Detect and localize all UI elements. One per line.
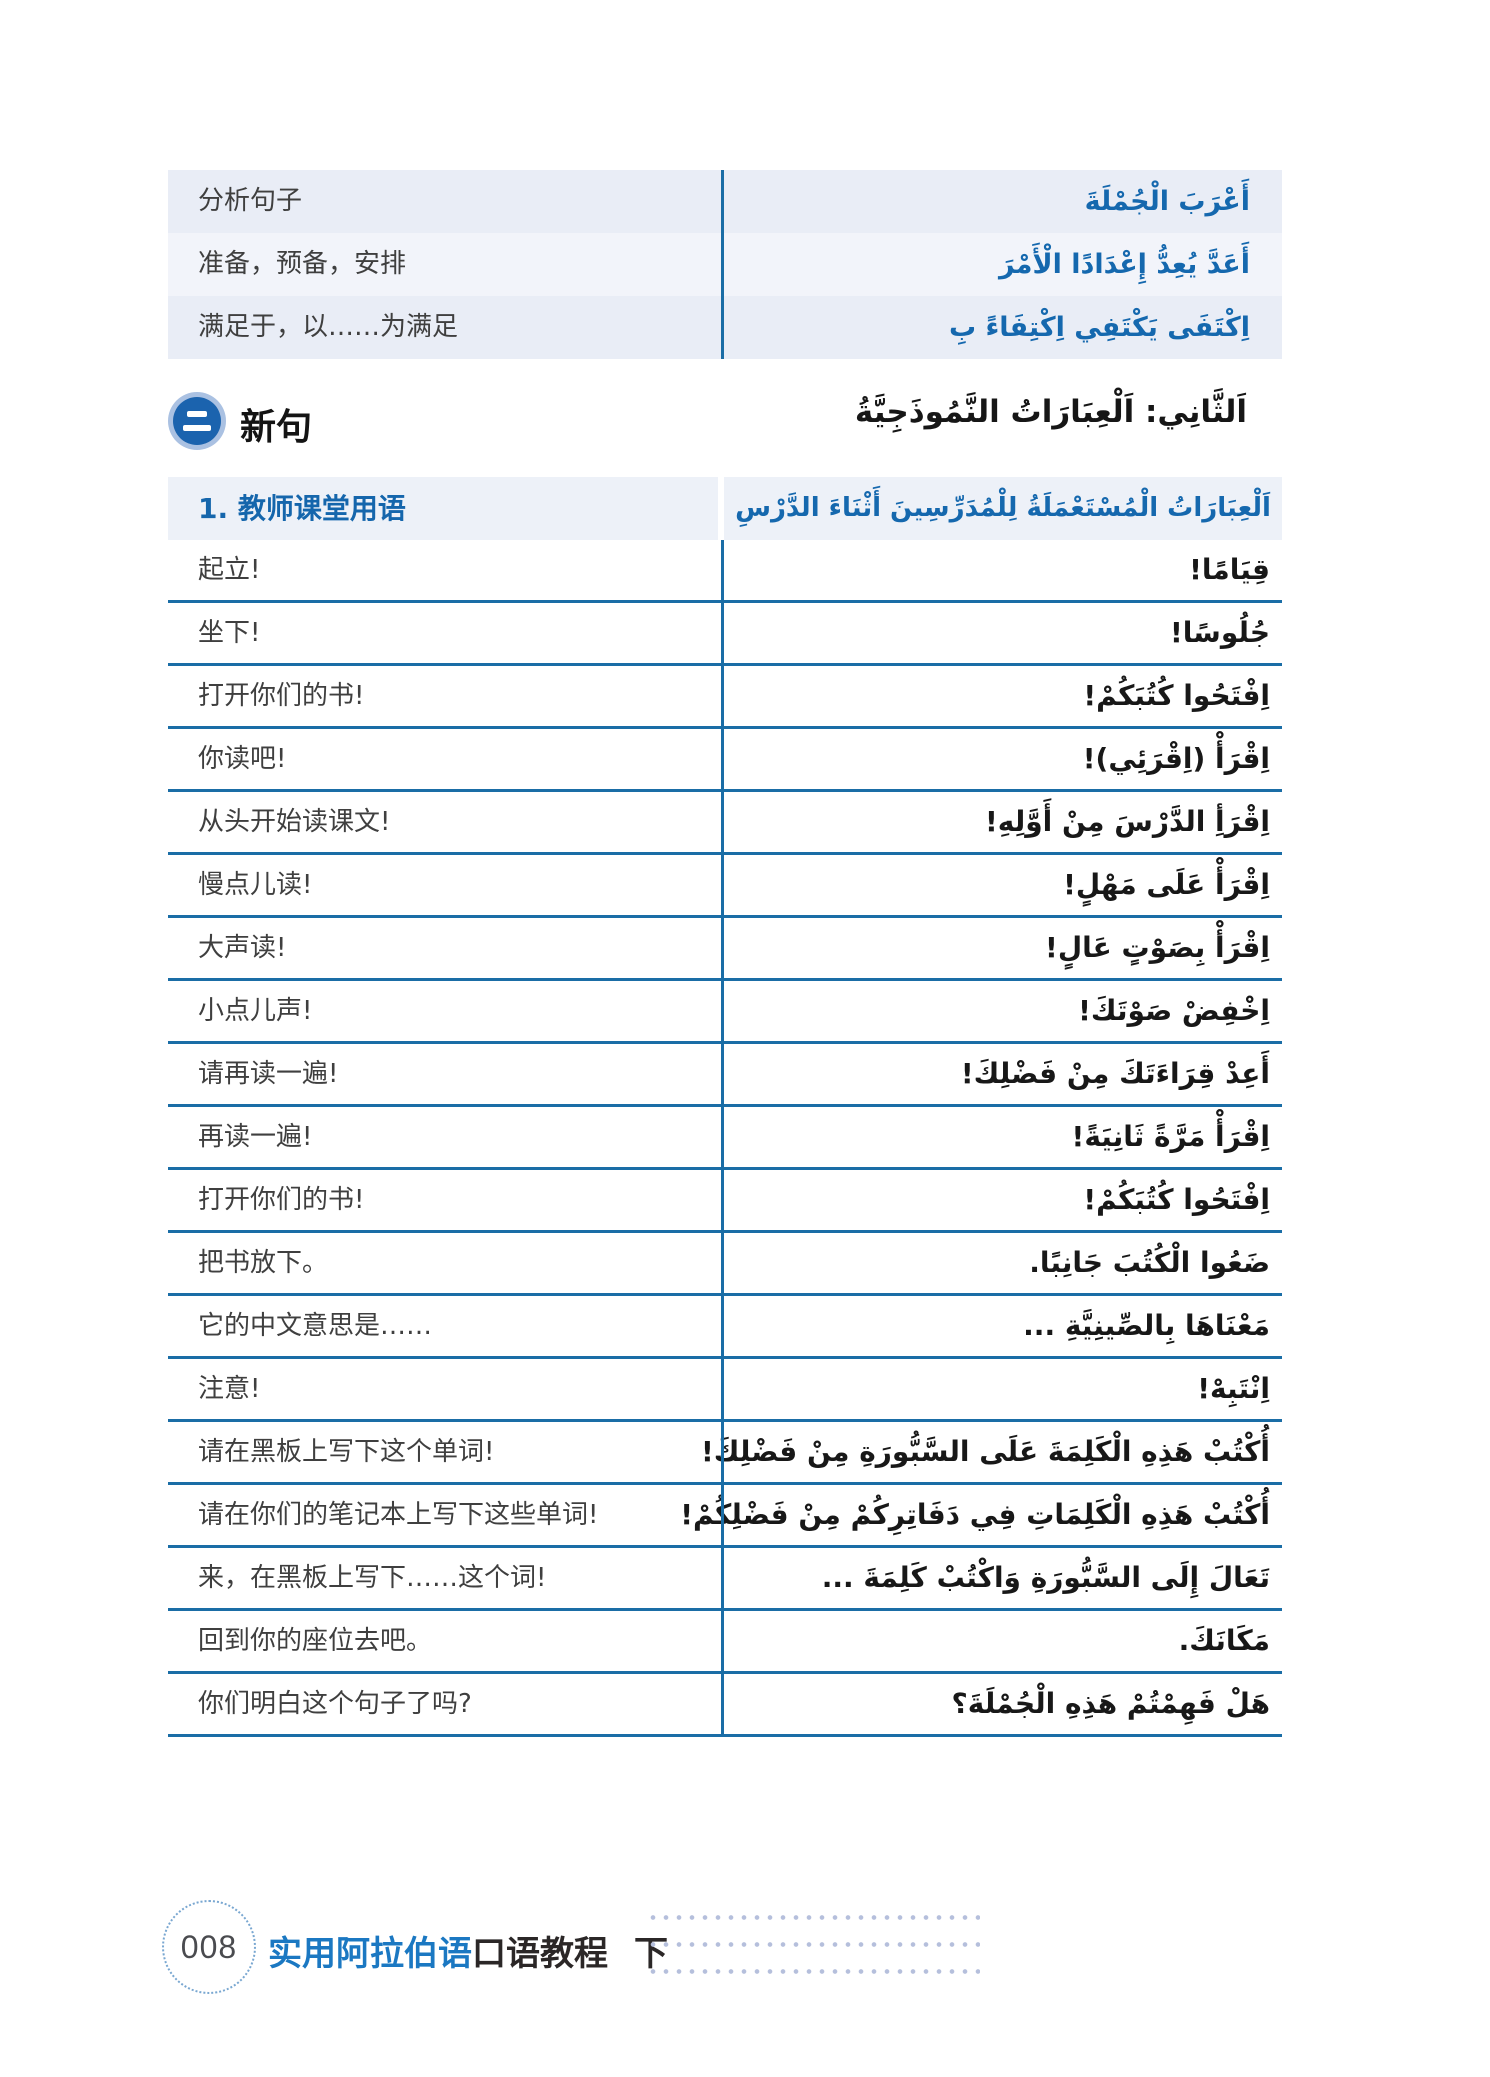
vocab-chinese: 准备，预备，安排	[198, 249, 407, 279]
page-number: 008	[180, 1928, 238, 1965]
section-title-arabic: اَلثَّانِي: اَلْعِبَارَاتُ النَّمُوذَجِي…	[854, 394, 1247, 430]
phrase-table-header: 1. 教师课堂用语 اَلْعِبَارَاتُ الْمُسْتَعْمَلَ…	[168, 477, 1282, 540]
phrase-chinese: 它的中文意思是……	[198, 1311, 433, 1341]
phrase-row: 请在黑板上写下这个单词! أُكْتُبْ هَذِهِ الْكَلِمَةَ…	[168, 1422, 1282, 1485]
phrase-chinese: 再读一遍!	[198, 1122, 313, 1152]
volume-label: 下	[634, 1934, 668, 1974]
vocab-row: 分析句子 أَعْرَبَ الْجُمْلَةَ	[168, 170, 1282, 233]
phrase-row: 再读一遍! اِقْرَأْ مَرَّةً ثَانِيَةً!	[168, 1107, 1282, 1170]
phrase-row: 来，在黑板上写下……这个词! تَعَالَ إِلَى السَّبُّورَ…	[168, 1548, 1282, 1611]
phrase-row: 慢点儿读! اِقْرَأْ عَلَى مَهْلٍ!	[168, 855, 1282, 918]
phrase-chinese: 你读吧!	[198, 744, 287, 774]
phrase-table: 1. 教师课堂用语 اَلْعِبَارَاتُ الْمُسْتَعْمَلَ…	[168, 477, 1282, 1737]
phrase-chinese: 请在黑板上写下这个单词!	[198, 1437, 495, 1467]
book-title: 实用阿拉伯语口语教程下	[268, 1926, 668, 1975]
phrase-chinese: 大声读!	[198, 933, 287, 963]
phrase-arabic: مَعْنَاهَا بِالصِّينِيَّةِ ...	[1023, 1309, 1270, 1342]
circled-two-icon	[168, 392, 226, 450]
phrase-chinese: 请在你们的笔记本上写下这些单词!	[198, 1500, 599, 1530]
phrase-row: 请再读一遍! أَعِدْ قِرَاءَتَكَ مِنْ فَضْلِكَ!	[168, 1044, 1282, 1107]
phrase-chinese: 打开你们的书!	[198, 681, 365, 711]
phrase-row: 你读吧! اِقْرَأْ (اِقْرَئِي)!	[168, 729, 1282, 792]
phrase-row: 从头开始读课文! اِقْرَأِ الدَّرْسَ مِنْ أَوَّلِ…	[168, 792, 1282, 855]
phrase-row: 小点儿声! اِخْفِضْ صَوْتَكَ!	[168, 981, 1282, 1044]
phrase-arabic: هَلْ فَهِمْتُمْ هَذِهِ الْجُمْلَةَ؟	[951, 1687, 1270, 1720]
circled-two-icon-fill	[173, 397, 221, 445]
phrase-arabic: جُلُوسًا!	[1170, 616, 1270, 649]
book-title-rest: 口语教程	[472, 1934, 608, 1974]
vocab-row: 满足于，以……为满足 اِكْتَفَى يَكْتَفِي اِكْتِفَا…	[168, 296, 1282, 359]
phrase-row: 打开你们的书! اِفْتَحُوا كُتُبَكُمْ!	[168, 1170, 1282, 1233]
phrase-arabic: اِقْرَأْ (اِقْرَئِي)!	[1082, 742, 1270, 775]
phrase-chinese: 小点儿声!	[198, 996, 313, 1026]
phrase-chinese: 注意!	[198, 1374, 261, 1404]
phrase-arabic: اِنْتَبِهْ!	[1197, 1372, 1270, 1405]
phrase-row: 坐下! جُلُوسًا!	[168, 603, 1282, 666]
phrase-chinese: 你们明白这个句子了吗?	[198, 1689, 472, 1719]
book-title-highlight: 实用阿拉伯语	[268, 1934, 472, 1974]
phrase-chinese: 回到你的座位去吧。	[198, 1626, 433, 1656]
phrase-arabic: مَكَانَكَ.	[1178, 1624, 1270, 1657]
section-title: 新句	[240, 407, 313, 448]
phrase-row: 你们明白这个句子了吗? هَلْ فَهِمْتُمْ هَذِهِ الْجُ…	[168, 1674, 1282, 1737]
phrase-arabic: اِخْفِضْ صَوْتَكَ!	[1078, 994, 1270, 1027]
phrase-chinese: 打开你们的书!	[198, 1185, 365, 1215]
vocab-chinese: 满足于，以……为满足	[198, 312, 459, 342]
phrase-row: 起立! قِيَامًا!	[168, 540, 1282, 603]
phrase-arabic: اِقْرَأْ مَرَّةً ثَانِيَةً!	[1071, 1120, 1270, 1153]
phrase-arabic: أَعِدْ قِرَاءَتَكَ مِنْ فَضْلِكَ!	[960, 1057, 1270, 1090]
column-divider	[721, 540, 724, 1737]
phrase-arabic: اِفْتَحُوا كُتُبَكُمْ!	[1083, 1183, 1270, 1216]
section-header: 新句 اَلثَّانِي: اَلْعِبَارَاتُ النَّمُوذَ…	[168, 390, 1282, 456]
vocab-row: 准备，预备，安排 أَعَدَّ يُعِدُّ إِعْدَادًا الْأ…	[168, 233, 1282, 296]
phrase-row: 注意! اِنْتَبِهْ!	[168, 1359, 1282, 1422]
phrase-rows: 起立! قِيَامًا! 坐下! جُلُوسًا! 打开你们的书! اِفْ…	[168, 540, 1282, 1737]
phrase-row: 请在你们的笔记本上写下这些单词! أُكْتُبْ هَذِهِ الْكَلِ…	[168, 1485, 1282, 1548]
phrase-chinese: 慢点儿读!	[198, 870, 313, 900]
phrase-row: 把书放下。 ضَعُوا الْكُتُبَ جَانِبًا.	[168, 1233, 1282, 1296]
dots-row	[650, 1942, 980, 1947]
phrase-chinese: 从头开始读课文!	[198, 807, 391, 837]
phrase-arabic: اِقْرَأِ الدَّرْسَ مِنْ أَوَّلِهِ!	[984, 805, 1270, 838]
circled-two-icon-bar	[183, 425, 211, 431]
phrase-arabic: تَعَالَ إِلَى السَّبُّورَةِ وَاكْتُبْ كَ…	[821, 1561, 1270, 1594]
phrase-row: 打开你们的书! اِفْتَحُوا كُتُبَكُمْ!	[168, 666, 1282, 729]
vocab-arabic: اِكْتَفَى يَكْتَفِي اِكْتِفَاءً بِ	[948, 312, 1250, 343]
phrase-row: 回到你的座位去吧。 مَكَانَكَ.	[168, 1611, 1282, 1674]
phrase-chinese: 起立!	[198, 555, 261, 585]
phrase-chinese: 把书放下。	[198, 1248, 329, 1278]
vocab-arabic: أَعَدَّ يُعِدُّ إِعْدَادًا الْأَمْرَ	[998, 249, 1250, 280]
phrase-row: 大声读! اِقْرَأْ بِصَوْتٍ عَالٍ!	[168, 918, 1282, 981]
dots-row	[650, 1915, 980, 1920]
vocab-chinese: 分析句子	[198, 186, 303, 216]
vocab-arabic: أَعْرَبَ الْجُمْلَةَ	[1084, 186, 1250, 217]
phrase-chinese: 坐下!	[198, 618, 261, 648]
phrase-arabic: أُكْتُبْ هَذِهِ الْكَلِمَاتِ فِي دَفَاتِ…	[680, 1498, 1270, 1531]
phrase-arabic: اِقْرَأْ بِصَوْتٍ عَالٍ!	[1045, 931, 1270, 964]
vocab-table: 分析句子 أَعْرَبَ الْجُمْلَةَ 准备，预备，安排 أَعَد…	[168, 170, 1282, 359]
header-gap	[718, 477, 724, 540]
phrase-chinese: 请再读一遍!	[198, 1059, 339, 1089]
phrase-arabic: اِفْتَحُوا كُتُبَكُمْ!	[1083, 679, 1270, 712]
column-divider	[721, 170, 724, 359]
dots-decoration	[650, 1915, 980, 1996]
phrase-arabic: أُكْتُبْ هَذِهِ الْكَلِمَةَ عَلَى السَّب…	[701, 1435, 1270, 1468]
circled-two-icon-bar	[187, 411, 207, 417]
page-number-badge: 008	[162, 1900, 256, 1994]
header-cell-arabic: اَلْعِبَارَاتُ الْمُسْتَعْمَلَةُ لِلْمُد…	[724, 477, 1282, 540]
phrase-arabic: اِقْرَأْ عَلَى مَهْلٍ!	[1063, 868, 1270, 901]
dots-row	[650, 1969, 980, 1974]
header-cell-chinese: 1. 教师课堂用语	[168, 477, 718, 540]
phrase-arabic: قِيَامًا!	[1189, 553, 1270, 586]
phrase-row: 它的中文意思是…… مَعْنَاهَا بِالصِّينِيَّةِ ...	[168, 1296, 1282, 1359]
phrase-arabic: ضَعُوا الْكُتُبَ جَانِبًا.	[1029, 1246, 1270, 1279]
phrase-chinese: 来，在黑板上写下……这个词!	[198, 1563, 547, 1593]
